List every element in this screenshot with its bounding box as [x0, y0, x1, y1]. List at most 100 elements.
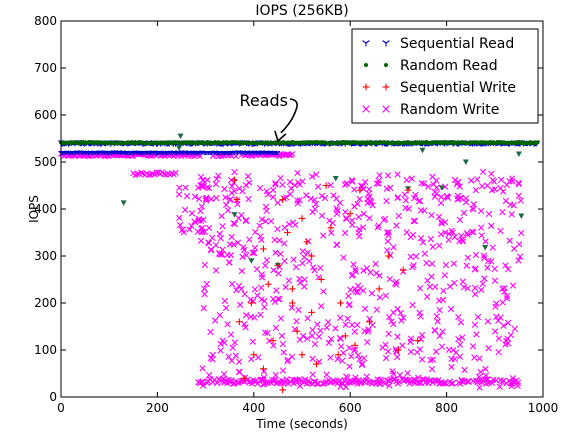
random-write-point — [311, 196, 318, 204]
random-write-point — [421, 250, 428, 257]
random-write-point — [439, 296, 447, 304]
random-write-point — [201, 291, 208, 298]
random-write-point — [418, 331, 426, 339]
reads-annotation-text: Reads — [239, 91, 288, 110]
random-write-point — [247, 296, 254, 303]
random-write-point — [457, 232, 465, 240]
y-tick-label: 300 — [34, 249, 57, 263]
random-write-point — [423, 293, 431, 300]
sequential-write-point — [289, 299, 296, 307]
random-write-point — [274, 295, 282, 302]
random-write-point — [241, 246, 248, 254]
random-write-point — [352, 285, 359, 293]
random-write-point — [262, 203, 270, 211]
sequential-write-point — [337, 299, 344, 307]
random-write-point — [188, 210, 196, 217]
random-write-point — [191, 193, 199, 200]
random-write-point — [480, 252, 488, 259]
random-write-point — [217, 340, 224, 348]
y-tick-label: 100 — [34, 343, 57, 357]
random-write-point — [409, 231, 417, 239]
random-write-point — [436, 242, 443, 249]
random-write-point — [153, 169, 160, 176]
annotation-arrow — [280, 98, 298, 134]
random-write-point — [222, 304, 230, 312]
random-write-point — [309, 264, 317, 271]
random-write-point — [172, 169, 179, 176]
random-write-point — [430, 181, 437, 188]
sequential-write-point — [308, 309, 315, 316]
random-write-point — [309, 326, 316, 334]
random-write-point — [260, 374, 268, 381]
random-write-point — [433, 190, 440, 197]
random-write-point — [459, 334, 466, 341]
random-write-point — [456, 183, 463, 190]
random-write-point — [354, 289, 361, 296]
random-write-point — [399, 342, 406, 349]
sequential-write-point — [395, 346, 402, 354]
random-write-point — [436, 332, 443, 340]
random-write-point — [448, 380, 455, 387]
random-write-point — [191, 218, 198, 225]
random-write-point — [219, 223, 226, 230]
random-write-point — [221, 297, 228, 305]
random-write-point — [224, 207, 232, 214]
random-write-point — [388, 318, 395, 325]
random-write-point — [402, 197, 410, 204]
random-write-point — [382, 292, 389, 299]
random-write-point — [274, 199, 281, 206]
random-write-point — [482, 238, 489, 245]
random-write-point — [262, 218, 269, 225]
random-write-point — [437, 199, 445, 207]
random-write-point — [499, 299, 506, 306]
random-write-point — [215, 172, 222, 179]
random-write-point — [439, 328, 446, 335]
random-write-point — [441, 183, 449, 190]
random-write-point — [281, 240, 288, 247]
random-write-point — [216, 312, 224, 319]
random-write-point — [431, 283, 439, 291]
random-write-point — [493, 313, 500, 320]
random-write-point — [213, 379, 221, 387]
random-write-point — [454, 196, 461, 203]
random-write-point — [421, 207, 428, 214]
random-write-point — [248, 355, 255, 363]
random-write-point — [373, 270, 380, 277]
random-write-point — [398, 317, 405, 324]
sequential-write-point — [248, 299, 255, 307]
random-write-point — [249, 249, 256, 257]
random-write-point — [339, 357, 346, 365]
random-write-point — [460, 283, 468, 291]
random-write-point — [363, 373, 370, 380]
random-write-point — [359, 287, 367, 294]
random-write-point — [452, 349, 460, 356]
random-write-point — [431, 327, 439, 334]
random-write-point — [344, 315, 351, 322]
random-write-point — [340, 349, 347, 357]
random-write-point — [205, 184, 213, 192]
random-write-point — [218, 212, 225, 220]
random-write-point — [295, 306, 302, 314]
random-write-point — [333, 241, 341, 248]
random-write-point — [342, 321, 349, 328]
random-write-point — [337, 335, 344, 343]
random-write-point — [362, 105, 370, 113]
random-write-point — [424, 277, 431, 284]
sequential-write-point — [313, 360, 320, 368]
random-write-point — [224, 251, 231, 259]
random-write-point — [445, 346, 453, 354]
random-write-point — [515, 257, 522, 264]
random-write-point — [241, 290, 248, 298]
random-write-point — [251, 244, 259, 251]
random-write-point — [417, 235, 425, 242]
random-write-point — [264, 329, 271, 337]
random-write-point — [249, 338, 256, 345]
random-write-point — [257, 311, 264, 318]
legend: Sequential Read Random Read Sequential Wri… — [351, 28, 539, 124]
random-write-point — [386, 275, 394, 283]
random-write-point — [258, 271, 265, 278]
random-write-point — [477, 224, 485, 231]
random-write-point — [209, 356, 216, 363]
random-write-point — [175, 191, 183, 198]
random-write-point — [242, 182, 250, 189]
